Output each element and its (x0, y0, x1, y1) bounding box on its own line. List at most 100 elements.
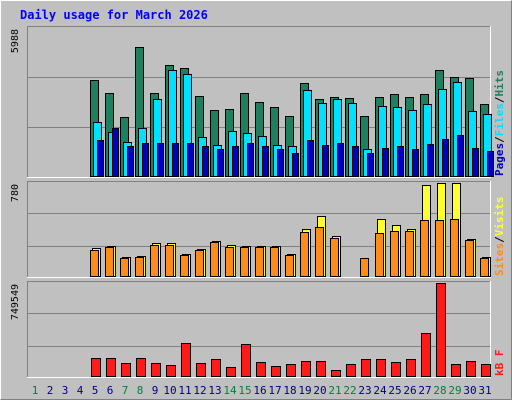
bar-kb-f (256, 362, 266, 377)
x-tick-label: 15 (238, 384, 251, 397)
x-tick-label: 11 (178, 384, 191, 397)
bar-kb-f (466, 361, 476, 377)
bar-sites (165, 245, 174, 277)
bar-kb-f (196, 363, 206, 377)
bar-kb-f (346, 364, 356, 377)
bar-pages (367, 153, 374, 177)
bar-kb-f (481, 364, 491, 377)
bar-sites (180, 255, 189, 277)
bar-sites (255, 247, 264, 277)
bar-pages (397, 146, 404, 177)
bar-sites (435, 220, 444, 277)
x-tick-label: 9 (152, 384, 159, 397)
bar-sites (315, 227, 324, 277)
bar-pages (322, 145, 329, 177)
bar-sites (90, 250, 99, 277)
bar-sites (225, 247, 234, 277)
legend-item: Files (493, 103, 506, 136)
bar-sites (330, 238, 339, 277)
x-tick-label: 6 (107, 384, 114, 397)
x-tick-label: 21 (328, 384, 341, 397)
panel-visits_sites: 780 Sites/Visits (10, 181, 506, 278)
x-tick-label: 19 (298, 384, 311, 397)
x-tick-label: 7 (122, 384, 129, 397)
chart-title: Daily usage for March 2026 (20, 8, 208, 22)
x-tick-label: 8 (137, 384, 144, 397)
x-tick-label: 16 (253, 384, 266, 397)
legend-item: Pages (493, 143, 506, 176)
legend-item: / (493, 96, 506, 103)
bar-pages (262, 146, 269, 177)
x-tick-label: 14 (223, 384, 237, 397)
bar-sites (120, 258, 129, 277)
bar-sites (150, 245, 159, 277)
bar-pages (187, 143, 194, 177)
bar-pages (277, 149, 284, 177)
x-tick-label: 18 (283, 384, 296, 397)
bar-kb-f (151, 363, 161, 377)
legend-hits_files_pages: Pages/Files/Hits (493, 70, 506, 176)
bar-pages (427, 144, 434, 177)
x-tick-label: 30 (463, 384, 476, 397)
x-tick-label: 24 (373, 384, 387, 397)
bar-pages (202, 146, 209, 177)
panel-kbf: 749549 kB F (10, 281, 506, 378)
bar-sites (285, 255, 294, 277)
bar-pages (352, 146, 359, 177)
x-tick-label: 17 (268, 384, 281, 397)
bar-kb-f (241, 344, 251, 377)
bar-pages (307, 140, 314, 177)
bar-kb-f (91, 358, 101, 377)
bar-kb-f (181, 343, 191, 377)
bar-sites (195, 250, 204, 277)
bar-sites (480, 258, 489, 277)
legend-kbf: kB F (493, 350, 506, 377)
bar-pages (247, 143, 254, 177)
bar-kb-f (136, 358, 146, 377)
x-tick-label: 1 (32, 384, 39, 397)
bar-pages (472, 148, 479, 177)
bar-pages (337, 143, 344, 177)
x-tick-label: 3 (62, 384, 69, 397)
bar-sites (465, 240, 474, 277)
x-tick-label: 22 (343, 384, 356, 397)
x-axis-day-labels: 1 2 3 4 5 6 7 8 9 10 11 12 13 14 15 16 17 18 19 20 21 22 23 24 2… (32, 384, 492, 397)
bar-pages (292, 153, 299, 177)
bar-kb-f (271, 366, 281, 377)
bar-pages (442, 139, 449, 177)
bar-pages (112, 128, 119, 177)
x-tick-label: 5 (92, 384, 99, 397)
bar-pages (457, 135, 464, 177)
bar-pages (157, 143, 164, 177)
bar-pages (142, 143, 149, 177)
chart-panels: 5988Pages/Files/Hits780Sites/Visits74954… (10, 26, 506, 378)
bar-sites (360, 258, 369, 277)
x-tick-label: 25 (388, 384, 401, 397)
bar-pages (127, 146, 134, 177)
x-tick-label: 4 (77, 384, 84, 397)
x-tick-label: 27 (418, 384, 431, 397)
bar-sites (240, 247, 249, 277)
y-axis-max-label: 5988 (10, 29, 21, 53)
bar-kb-f (436, 283, 446, 377)
y-axis-max-label: 780 (10, 184, 21, 202)
bar-kb-f (421, 333, 431, 377)
x-tick-label: 31 (478, 384, 491, 397)
bar-kb-f (451, 364, 461, 377)
bar-sites (105, 247, 114, 277)
bar-sites (300, 232, 309, 277)
x-tick-label: 12 (193, 384, 206, 397)
legend-item: / (493, 236, 506, 243)
bar-pages (487, 151, 494, 177)
legend-visits_sites: Sites/Visits (493, 197, 506, 277)
x-tick-label: 23 (358, 384, 371, 397)
bar-sites (375, 233, 384, 277)
x-tick-label: 10 (163, 384, 176, 397)
bar-pages (172, 143, 179, 177)
bar-sites (405, 231, 414, 277)
bar-kb-f (331, 370, 341, 377)
bar-pages (217, 149, 224, 177)
legend-item: F (493, 350, 506, 363)
x-tick-label: 29 (448, 384, 461, 397)
